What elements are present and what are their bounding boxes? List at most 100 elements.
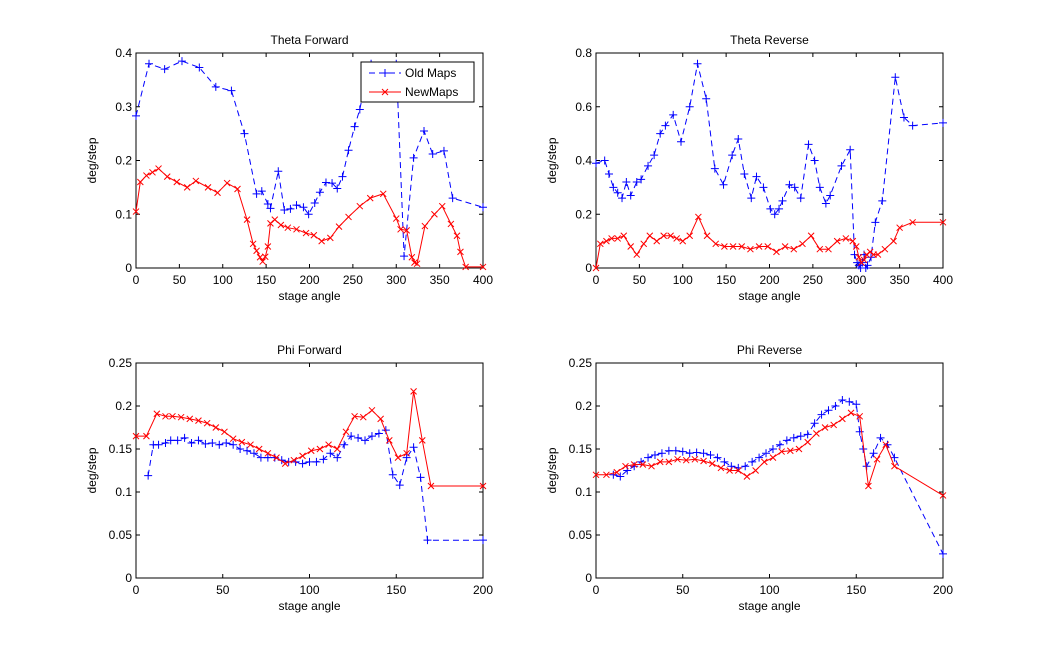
data-point [850, 250, 859, 259]
data-point [842, 235, 850, 242]
data-point [592, 159, 600, 168]
data-point [192, 177, 200, 185]
data-point [876, 433, 885, 442]
data-point [214, 189, 221, 197]
data-point [277, 221, 285, 229]
data-point [448, 194, 457, 203]
data-point [173, 178, 181, 186]
data-point [350, 122, 359, 131]
data-point [650, 451, 659, 460]
y-tick-label: 0.05 [569, 528, 593, 542]
data-point [319, 455, 328, 464]
data-point [622, 178, 631, 186]
x-tick-label: 200 [933, 583, 953, 597]
data-point [344, 146, 353, 155]
data-point [263, 453, 272, 462]
data-point [719, 180, 728, 189]
data-point [734, 135, 743, 143]
data-point [335, 223, 343, 230]
data-point [392, 215, 400, 222]
data-point [685, 449, 694, 458]
data-point [264, 449, 272, 457]
y-axis-label: deg/step [545, 137, 559, 183]
data-point [613, 468, 621, 476]
y-tick-label: 0.15 [109, 442, 133, 456]
data-point [682, 456, 690, 464]
x-tick-label: 100 [759, 583, 779, 597]
data-point [609, 183, 618, 192]
data-point [403, 449, 411, 457]
y-tick-label: 0.2 [115, 399, 132, 413]
data-point [347, 432, 356, 441]
data-point [333, 184, 342, 193]
data-point [397, 225, 404, 233]
series-old-maps [132, 57, 487, 261]
data-point [132, 432, 140, 440]
data-point [860, 256, 868, 264]
data-point [410, 388, 417, 395]
y-tick-label: 0.05 [109, 528, 133, 542]
data-point [871, 218, 880, 227]
data-point [195, 417, 202, 424]
data-point [201, 439, 210, 448]
data-point [826, 191, 835, 200]
data-point [136, 178, 144, 186]
data-point [316, 445, 324, 453]
data-point [852, 400, 861, 409]
axes-box [595, 52, 944, 269]
data-point [708, 460, 716, 467]
data-point [685, 102, 694, 111]
data-point [882, 441, 890, 449]
x-tick-label: 100 [299, 583, 319, 597]
data-point [592, 471, 600, 479]
data-point [644, 453, 653, 462]
series-line [136, 391, 483, 487]
data-point [650, 151, 659, 160]
data-point [908, 121, 917, 130]
data-point [431, 210, 438, 218]
data-point [863, 251, 871, 258]
data-point [457, 248, 464, 256]
data-point [796, 194, 805, 203]
data-point [726, 467, 733, 474]
data-point [770, 210, 779, 219]
data-point [243, 446, 252, 455]
data-point [264, 243, 272, 250]
x-axis-label: stage angle [278, 289, 340, 303]
legend-label: Old Maps [405, 66, 456, 80]
legend-marker [381, 69, 389, 77]
data-point [939, 549, 947, 558]
data-point [385, 437, 393, 444]
data-point [603, 471, 610, 479]
data-point [639, 461, 647, 468]
data-point [177, 413, 185, 421]
data-point [863, 261, 872, 270]
y-tick-label: 0.3 [115, 100, 132, 114]
data-point [413, 260, 421, 268]
data-point [318, 237, 325, 245]
data-point [632, 178, 641, 186]
data-point [236, 445, 245, 453]
data-point [195, 63, 204, 72]
data-point [712, 240, 720, 248]
data-point [261, 253, 269, 261]
data-point [849, 237, 857, 245]
data-point [177, 57, 186, 66]
x-tick-label: 50 [216, 583, 230, 597]
y-tick-label: 0.4 [115, 46, 132, 60]
data-point [240, 129, 249, 138]
data-point [310, 198, 319, 207]
data-point [891, 462, 898, 470]
x-tick-label: 400 [933, 273, 953, 287]
data-point [775, 440, 784, 449]
data-point [605, 169, 614, 178]
x-tick-label: 50 [633, 273, 647, 287]
data-point [345, 213, 352, 221]
data-point [418, 437, 426, 444]
data-point [208, 438, 217, 447]
data-point [608, 235, 615, 242]
data-point [377, 415, 384, 423]
data-point [679, 237, 687, 245]
data-point [939, 492, 947, 499]
data-point [883, 440, 892, 449]
